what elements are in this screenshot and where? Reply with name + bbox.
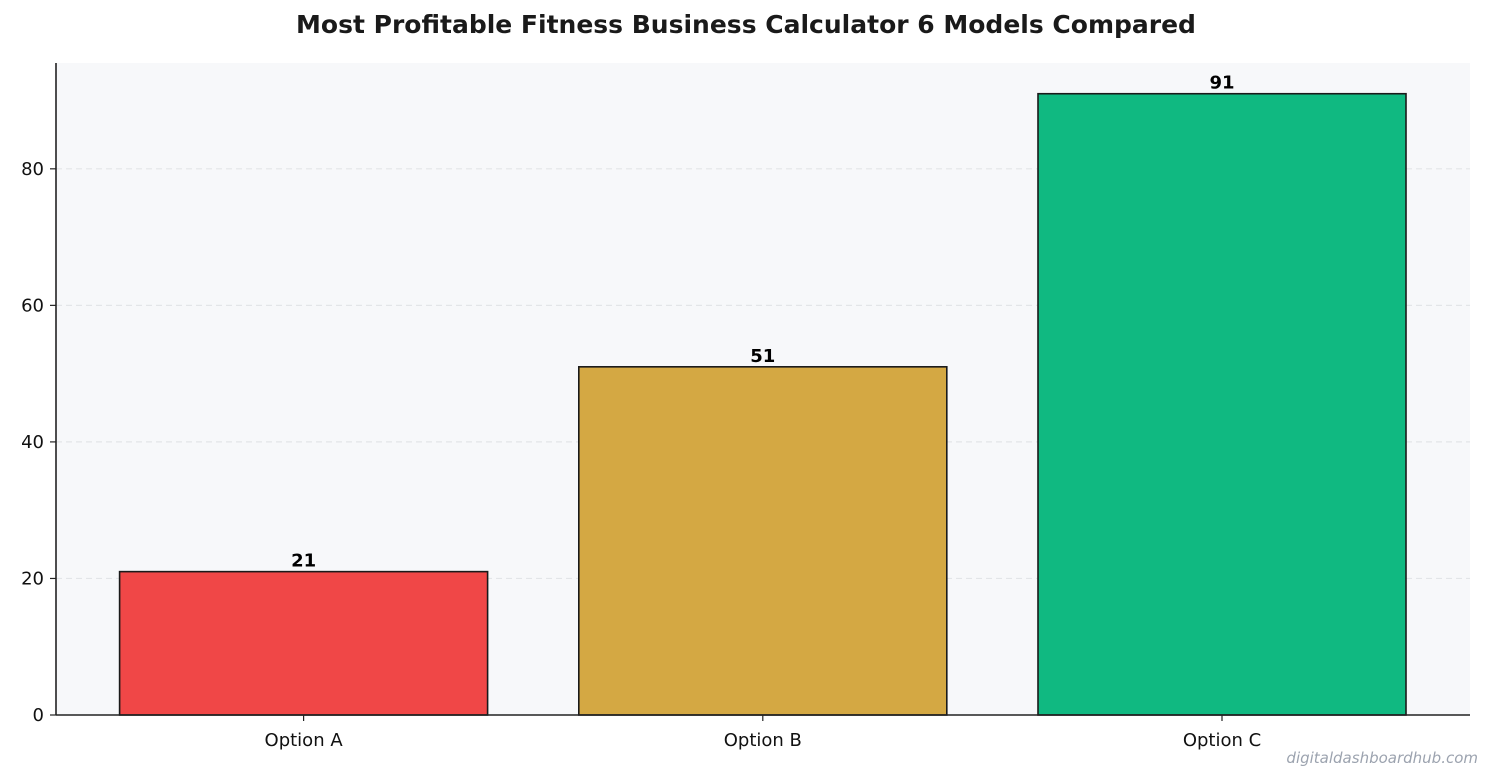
bar <box>577 366 948 716</box>
data-label: 91 <box>1209 73 1234 94</box>
y-axis: 0 20 40 60 80 <box>21 63 57 726</box>
bar <box>1037 92 1407 716</box>
y-tick-label: 20 <box>21 568 44 589</box>
chart-title: Most Profitable Fitness Business Calcula… <box>296 10 1196 39</box>
y-tick-label: 80 <box>21 159 44 180</box>
y-tick-label: 60 <box>21 295 44 316</box>
x-tick-label: Option B <box>724 730 802 751</box>
watermark: digitaldashboardhub.com <box>1286 749 1478 767</box>
x-tick-label: Option C <box>1183 730 1261 751</box>
data-label: 21 <box>291 551 316 572</box>
bar <box>118 570 489 716</box>
data-labels: 21 51 91 <box>291 73 1234 572</box>
y-tick-label: 0 <box>33 705 44 726</box>
bars <box>118 92 1407 716</box>
y-tick-label: 40 <box>21 432 44 453</box>
x-tick-label: Option A <box>265 730 344 751</box>
x-axis: Option A Option B Option C <box>56 714 1470 751</box>
data-label: 51 <box>750 346 775 367</box>
